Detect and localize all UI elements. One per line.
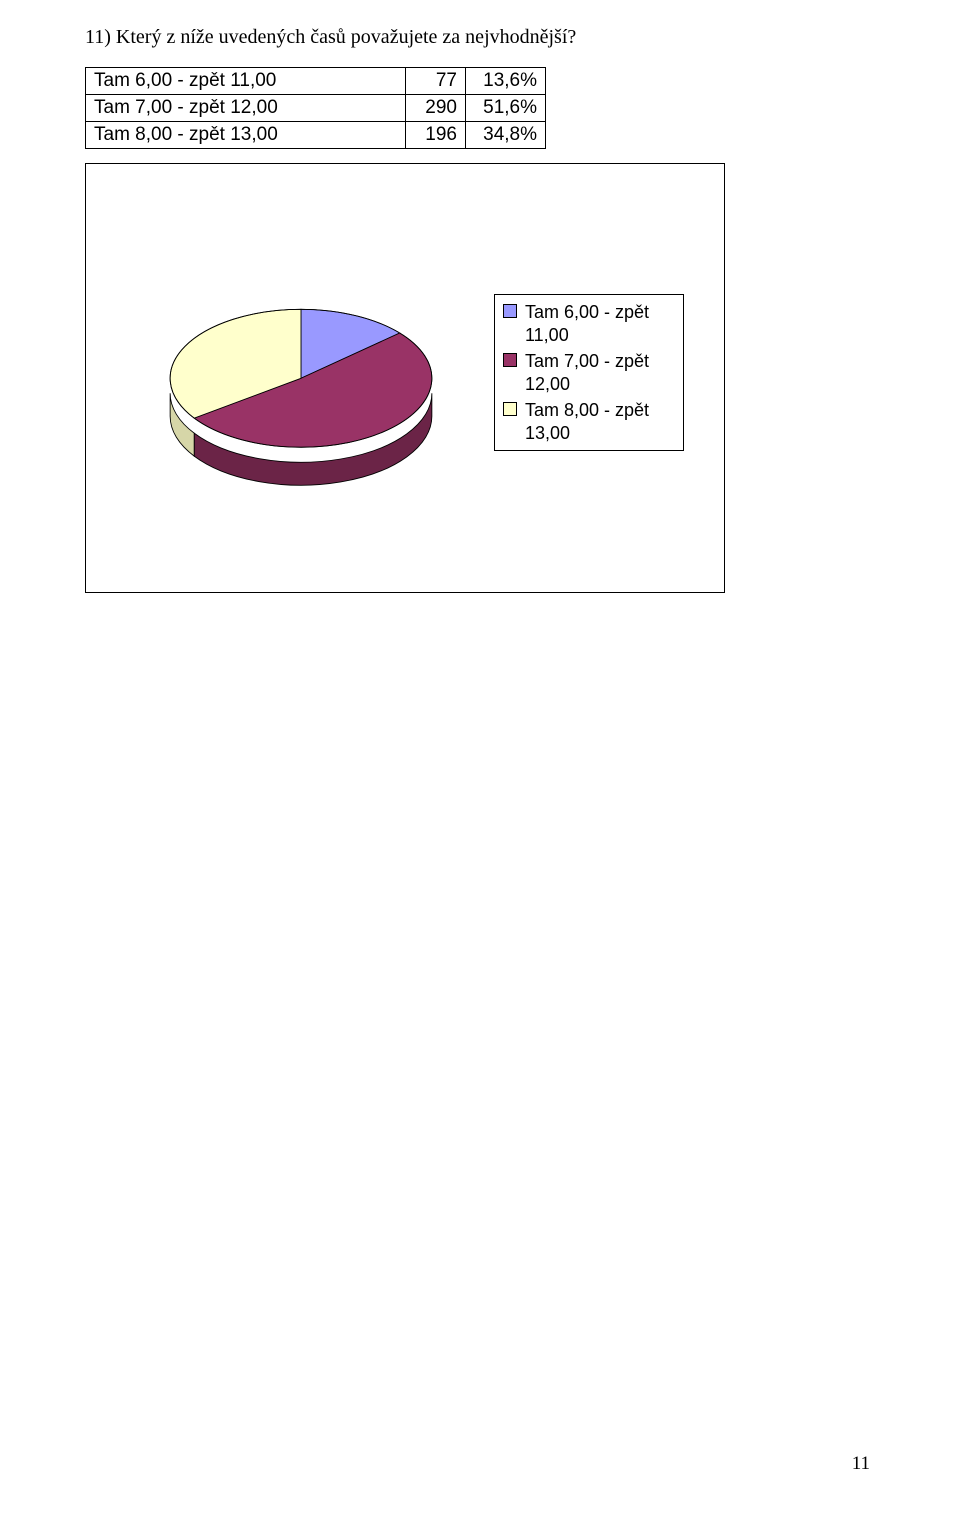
row-label: Tam 8,00 - zpět 13,00: [86, 122, 406, 149]
row-label: Tam 6,00 - zpět 11,00: [86, 68, 406, 95]
table-row: Tam 7,00 - zpět 12,0029051,6%: [86, 95, 546, 122]
chart-legend: Tam 6,00 - zpět11,00Tam 7,00 - zpět12,00…: [494, 294, 684, 451]
legend-swatch: [503, 353, 517, 367]
row-pct: 13,6%: [466, 68, 546, 95]
row-pct: 51,6%: [466, 95, 546, 122]
pie-chart-container: Tam 6,00 - zpět11,00Tam 7,00 - zpět12,00…: [85, 163, 725, 593]
table-row: Tam 8,00 - zpět 13,0019634,8%: [86, 122, 546, 149]
row-pct: 34,8%: [466, 122, 546, 149]
legend-swatch: [503, 402, 517, 416]
legend-row: Tam 8,00 - zpět13,00: [503, 399, 673, 444]
row-count: 290: [406, 95, 466, 122]
legend-row: Tam 7,00 - zpět12,00: [503, 350, 673, 395]
pie-chart: [151, 304, 451, 472]
legend-label: Tam 7,00 - zpět12,00: [525, 350, 649, 395]
data-table: Tam 6,00 - zpět 11,007713,6%Tam 7,00 - z…: [85, 67, 546, 149]
legend-row: Tam 6,00 - zpět11,00: [503, 301, 673, 346]
legend-label: Tam 8,00 - zpět13,00: [525, 399, 649, 444]
row-count: 196: [406, 122, 466, 149]
row-label: Tam 7,00 - zpět 12,00: [86, 95, 406, 122]
legend-label: Tam 6,00 - zpět11,00: [525, 301, 649, 346]
page-number: 11: [852, 1453, 870, 1475]
row-count: 77: [406, 68, 466, 95]
legend-swatch: [503, 304, 517, 318]
pie-top-svg: [151, 304, 451, 472]
question-title: 11) Který z níže uvedených časů považuje…: [85, 26, 875, 49]
table-row: Tam 6,00 - zpět 11,007713,6%: [86, 68, 546, 95]
